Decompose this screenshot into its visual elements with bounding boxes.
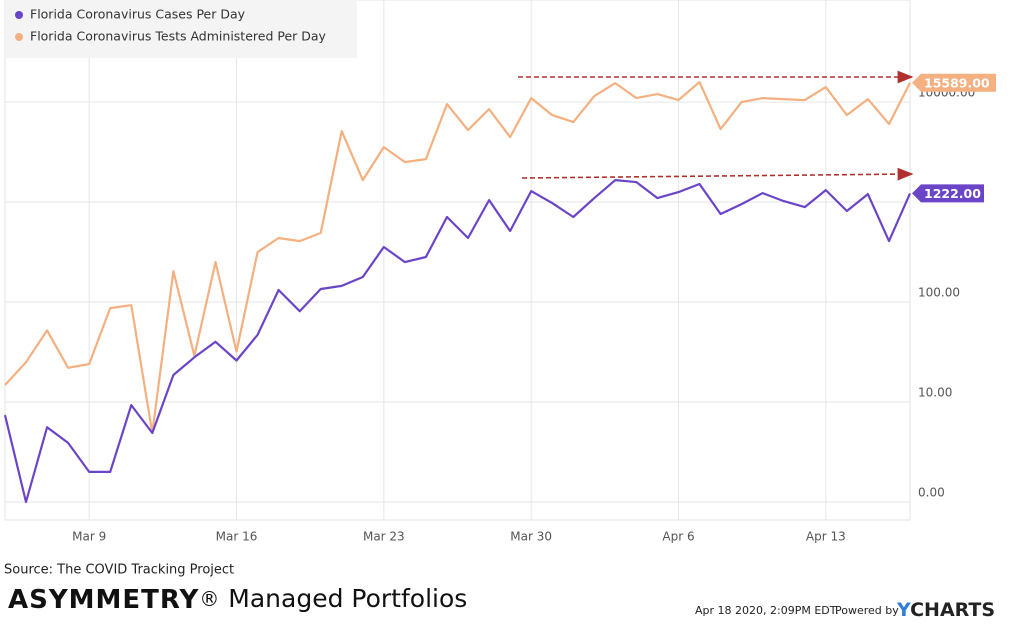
legend-marker xyxy=(15,33,23,41)
brand-name: ASYMMETRY xyxy=(8,585,200,615)
series-line xyxy=(4,81,911,435)
powered-by: Powered by xyxy=(835,604,899,617)
legend-box xyxy=(5,0,357,58)
x-tick-label: Mar 30 xyxy=(510,530,552,544)
value-badge xyxy=(912,184,984,203)
brand-mark: ® xyxy=(199,587,220,611)
x-tick-label: Apr 6 xyxy=(662,530,694,544)
y-tick-label: 0.00 xyxy=(918,485,945,499)
value-label: 1222.00 xyxy=(924,186,981,201)
x-tick-label: Mar 16 xyxy=(216,530,258,544)
brand: ASYMMETRY® Managed Portfolios xyxy=(8,584,467,615)
x-tick-label: Mar 9 xyxy=(72,530,106,544)
x-tick-label: Apr 13 xyxy=(806,530,846,544)
logo-y: Y xyxy=(896,599,911,621)
value-label: 15589.00 xyxy=(924,75,990,90)
y-tick-label: 100.00 xyxy=(918,286,960,300)
series-line xyxy=(3,179,912,504)
timestamp: Apr 18 2020, 2:09PM EDT. xyxy=(695,604,839,617)
logo: YCHARTS xyxy=(896,599,995,621)
logo-rest: CHARTS xyxy=(910,599,995,621)
legend-label: Florida Coronavirus Tests Administered P… xyxy=(30,29,327,44)
plot-area xyxy=(4,0,911,521)
annotation-arrow xyxy=(521,167,914,181)
value-badge xyxy=(912,73,996,92)
legend-marker xyxy=(15,11,23,19)
source-note: Source: The COVID Tracking Project xyxy=(4,563,234,578)
legend-label: Florida Coronavirus Cases Per Day xyxy=(30,7,246,22)
x-tick-label: Mar 23 xyxy=(363,530,405,544)
brand-rest: Managed Portfolios xyxy=(220,584,467,613)
y-tick-label: 10.00 xyxy=(918,385,952,399)
